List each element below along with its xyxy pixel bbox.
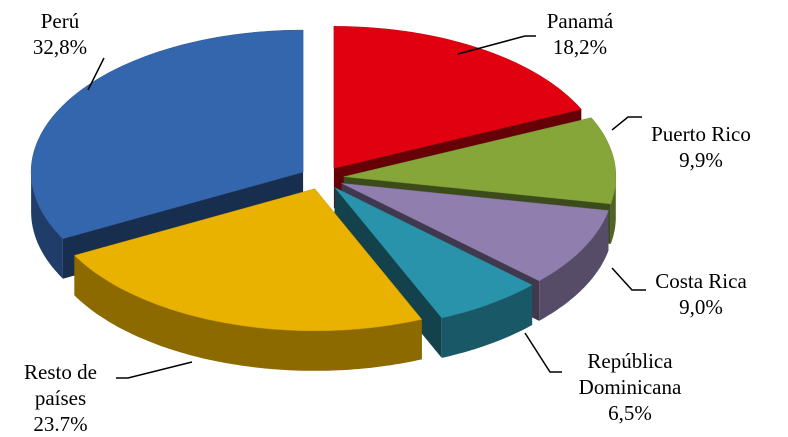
value-label: 32,8% (32, 35, 88, 59)
slice-label: Resto de países 23.7% (8, 359, 113, 437)
slice-side (441, 285, 533, 358)
slice-side (31, 172, 63, 279)
slices (30, 26, 617, 371)
leader-line (611, 267, 646, 291)
leader-line (116, 361, 193, 379)
category-label: Perú (40, 9, 80, 33)
slice-side (74, 255, 422, 371)
slice (343, 117, 617, 205)
slice (333, 26, 582, 169)
category-label: República Dominicana (578, 349, 682, 399)
slice (73, 188, 423, 332)
value-label: 18,2% (552, 35, 608, 59)
slice-label: Puerto Rico 9,9% (636, 121, 766, 173)
slice-side (539, 210, 609, 321)
slice-label: Perú 32,8% (5, 8, 115, 60)
slice (341, 183, 609, 282)
value-label: 9,0% (679, 295, 723, 319)
slice-label: Panamá 18,2% (525, 8, 635, 60)
value-label: 23.7% (33, 412, 88, 436)
category-label: Panamá (546, 9, 614, 33)
slice (30, 29, 304, 239)
leader-line (524, 332, 562, 373)
slice-label: Costa Rica 9,0% (636, 268, 766, 320)
value-label: 6,5% (608, 401, 652, 425)
category-label: Puerto Rico (651, 122, 751, 146)
category-label: Costa Rica (655, 269, 747, 293)
leader-line (87, 57, 105, 91)
category-label: Resto de países (24, 360, 97, 410)
slice-side (610, 176, 616, 244)
value-label: 9,9% (679, 148, 723, 172)
leader-line (611, 116, 642, 131)
slice (334, 187, 533, 319)
leader-line (457, 35, 536, 55)
slice-label: República Dominicana 6,5% (565, 348, 695, 426)
